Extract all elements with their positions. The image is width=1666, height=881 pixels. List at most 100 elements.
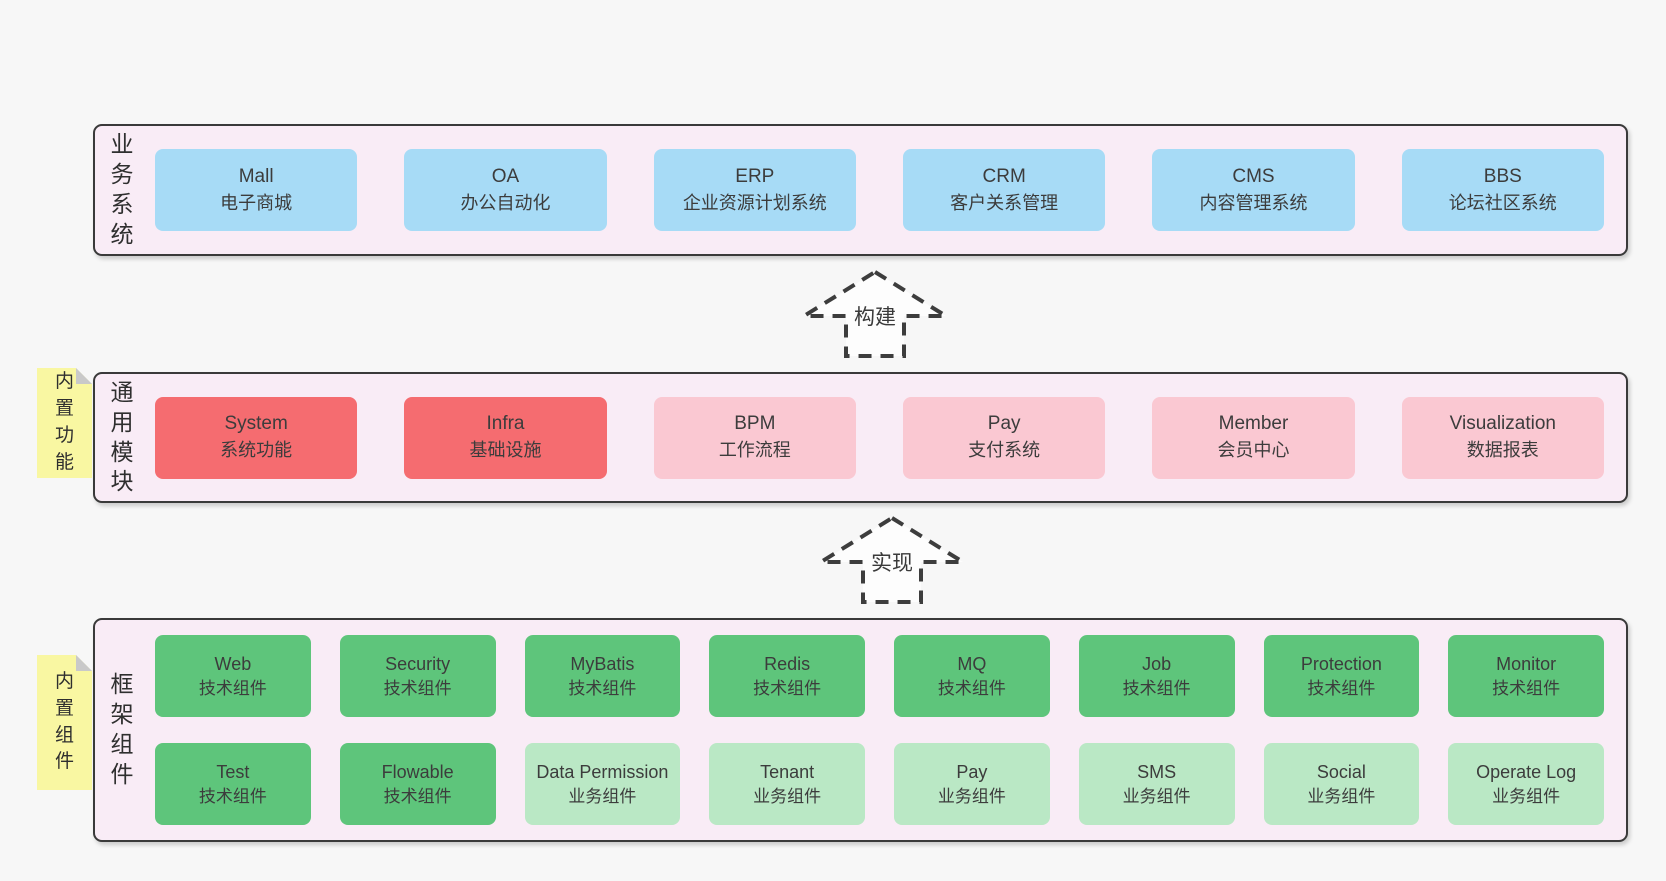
box-mybatis: MyBatis 技术组件 [524, 635, 681, 717]
box-member: Member 会员中心 [1152, 396, 1355, 479]
box-subtitle: 电子商城 [220, 192, 293, 213]
section-framework-components: 框架组件 Web 技术组件 Security 技术组件 MyBatis 技术组件… [93, 618, 1628, 842]
box-title: Flowable [381, 761, 454, 782]
box-subtitle: 业务组件 [1307, 786, 1376, 806]
box-title: SMS [1137, 761, 1177, 782]
box-subtitle: 业务组件 [753, 786, 822, 806]
box-subtitle: 业务组件 [1492, 786, 1561, 806]
box-social: Social 业务组件 [1263, 743, 1420, 825]
box-title: System [224, 413, 288, 435]
box-system: System 系统功能 [155, 396, 358, 479]
components-row-1: Web 技术组件 Security 技术组件 MyBatis 技术组件 Redi… [155, 635, 1604, 717]
section-label-modules: 通用模块 [110, 378, 134, 495]
box-title: MQ [957, 653, 987, 674]
box-title: Infra [486, 413, 525, 435]
box-title: Visualization [1449, 413, 1556, 435]
components-grid: Web 技术组件 Security 技术组件 MyBatis 技术组件 Redi… [155, 635, 1604, 825]
box-mall: Mall 电子商城 [155, 149, 358, 231]
box-security: Security 技术组件 [339, 635, 496, 717]
box-subtitle: 技术组件 [753, 678, 822, 698]
box-sms: SMS 业务组件 [1078, 743, 1235, 825]
components-row-2: Test 技术组件 Flowable 技术组件 Data Permission … [155, 743, 1604, 825]
box-title: Tenant [760, 761, 815, 782]
box-subtitle: 客户关系管理 [950, 192, 1059, 213]
sticky-note-built-in-features: 内置功能 [37, 368, 92, 478]
box-subtitle: 技术组件 [1492, 678, 1561, 698]
box-title: Social [1316, 761, 1366, 782]
section-common-modules: 通用模块 System 系统功能 Infra 基础设施 BPM 工作流程 Pay… [93, 372, 1628, 503]
box-subtitle: 数据报表 [1466, 440, 1539, 461]
box-subtitle: 业务组件 [568, 786, 637, 806]
box-bbs: BBS 论坛社区系统 [1401, 149, 1604, 231]
box-subtitle: 技术组件 [198, 678, 267, 698]
box-title: Pay [956, 761, 988, 782]
box-mq: MQ 技术组件 [894, 635, 1050, 717]
box-web: Web 技术组件 [155, 635, 311, 717]
box-tenant: Tenant 业务组件 [709, 743, 865, 825]
box-operate-log: Operate Log 业务组件 [1448, 743, 1604, 825]
arrow-label: 构建 [851, 301, 899, 331]
box-title: CMS [1232, 165, 1275, 187]
box-title: CRM [982, 165, 1026, 187]
box-subtitle: 技术组件 [937, 678, 1006, 698]
box-title: Redis [764, 653, 811, 674]
box-title: OA [491, 165, 520, 187]
box-title: Member [1218, 413, 1289, 435]
box-subtitle: 技术组件 [383, 786, 452, 806]
box-subtitle: 企业资源计划系统 [682, 192, 827, 213]
box-title: Security [385, 653, 451, 674]
box-subtitle: 基础设施 [469, 440, 542, 461]
box-cms: CMS 内容管理系统 [1152, 149, 1355, 231]
box-title: Job [1142, 653, 1172, 674]
box-title: ERP [735, 165, 775, 187]
box-subtitle: 技术组件 [1307, 678, 1376, 698]
arrow-label: 实现 [868, 547, 916, 577]
box-subtitle: 业务组件 [937, 786, 1006, 806]
box-subtitle: 技术组件 [568, 678, 637, 698]
box-subtitle: 支付系统 [968, 440, 1041, 461]
box-subtitle: 技术组件 [383, 678, 452, 698]
box-data-permission: Data Permission 业务组件 [524, 743, 681, 825]
box-title: Mall [238, 165, 274, 187]
business-box-row: Mall 电子商城 OA 办公自动化 ERP 企业资源计划系统 CRM 客户关系… [155, 149, 1604, 231]
box-title: Operate Log [1476, 761, 1577, 782]
box-test: Test 技术组件 [155, 743, 311, 825]
box-erp: ERP 企业资源计划系统 [653, 149, 856, 231]
box-subtitle: 技术组件 [198, 786, 267, 806]
section-business-systems: 业务系统 Mall 电子商城 OA 办公自动化 ERP 企业资源计划系统 CRM… [93, 124, 1628, 256]
box-title: BPM [734, 413, 776, 435]
section-label-business: 业务系统 [110, 131, 134, 247]
sticky-text: 内置功能 [54, 371, 74, 473]
box-infra: Infra 基础设施 [404, 396, 607, 479]
box-oa: OA 办公自动化 [404, 149, 607, 231]
box-pay-biz: Pay 业务组件 [894, 743, 1050, 825]
build-arrow: 构建 [800, 268, 950, 360]
modules-box-row: System 系统功能 Infra 基础设施 BPM 工作流程 Pay 支付系统… [155, 396, 1604, 479]
box-protection: Protection 技术组件 [1263, 635, 1420, 717]
box-title: Test [216, 761, 250, 782]
box-subtitle: 会员中心 [1217, 440, 1290, 461]
box-crm: CRM 客户关系管理 [902, 149, 1106, 231]
box-monitor: Monitor 技术组件 [1448, 635, 1604, 717]
box-subtitle: 论坛社区系统 [1448, 192, 1557, 213]
box-flowable: Flowable 技术组件 [339, 743, 496, 825]
box-subtitle: 内容管理系统 [1199, 192, 1308, 213]
box-job: Job 技术组件 [1078, 635, 1235, 717]
box-title: Data Permission [536, 761, 669, 782]
implement-arrow: 实现 [817, 514, 967, 606]
box-subtitle: 系统功能 [220, 440, 293, 461]
box-title: Web [214, 653, 252, 674]
box-title: Protection [1300, 653, 1382, 674]
box-visualization: Visualization 数据报表 [1401, 396, 1604, 479]
box-title: BBS [1483, 165, 1522, 187]
sticky-text: 内置组件 [54, 670, 74, 773]
box-pay: Pay 支付系统 [902, 396, 1106, 479]
section-label-components: 框架组件 [110, 671, 134, 787]
box-subtitle: 工作流程 [718, 440, 791, 461]
box-title: Pay [987, 413, 1021, 435]
box-title: MyBatis [570, 653, 635, 674]
box-subtitle: 办公自动化 [460, 192, 551, 213]
sticky-note-built-in-components: 内置组件 [37, 655, 92, 790]
box-title: Monitor [1496, 653, 1557, 674]
